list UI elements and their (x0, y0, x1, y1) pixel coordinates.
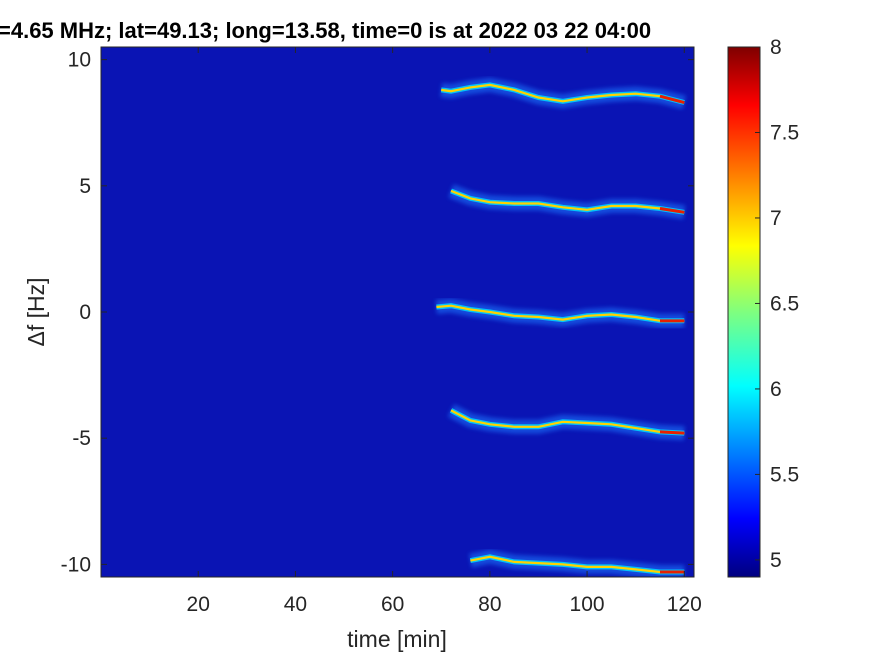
colorbar-tick-label: 5.5 (770, 463, 799, 486)
trace-line (441, 83, 685, 104)
colorbar-tick-label: 6 (770, 378, 782, 401)
colorbar-tick-label: 6.5 (770, 292, 799, 315)
trace-line (450, 189, 685, 214)
colorbar-ticks: 8 7.5 7 6.5 6 5.5 5 (755, 36, 799, 572)
x-tick-label: 60 (381, 593, 404, 616)
chart-title: =4.65 MHz; lat=49.13; long=13.58, time=0… (0, 18, 651, 43)
x-tick-label: 100 (570, 593, 605, 616)
colorbar-tick-label: 7 (770, 207, 782, 230)
y-axis-label: Δf [Hz] (23, 277, 49, 346)
x-axis-ticks: 20 40 60 80 100 120 (187, 47, 702, 616)
trace-line (470, 555, 685, 574)
trace-line (436, 304, 685, 322)
colorbar-tick-label: 7.5 (770, 121, 799, 144)
y-tick-label: -10 (61, 553, 91, 576)
y-tick-label: 0 (79, 301, 91, 324)
x-tick-label: 20 (187, 593, 210, 616)
y-tick-label: 10 (68, 49, 91, 72)
trace-peak-segment (659, 430, 685, 435)
trace-peak-segment (659, 94, 685, 104)
y-tick-label: -5 (72, 427, 91, 450)
x-axis-label: time [min] (347, 626, 447, 652)
x-tick-label: 80 (478, 593, 501, 616)
signal-traces (435, 77, 687, 577)
colorbar-tick-label: 5 (770, 549, 782, 572)
trace-line (450, 409, 685, 435)
trace-peak-segment (659, 207, 685, 214)
colorbar-tick-label: 8 (770, 36, 782, 59)
x-tick-label: 40 (284, 593, 307, 616)
x-tick-label: 120 (667, 593, 702, 616)
y-axis-ticks: 10 5 0 -5 -10 (61, 49, 694, 576)
colorbar (727, 46, 761, 578)
y-tick-label: 5 (79, 175, 91, 198)
